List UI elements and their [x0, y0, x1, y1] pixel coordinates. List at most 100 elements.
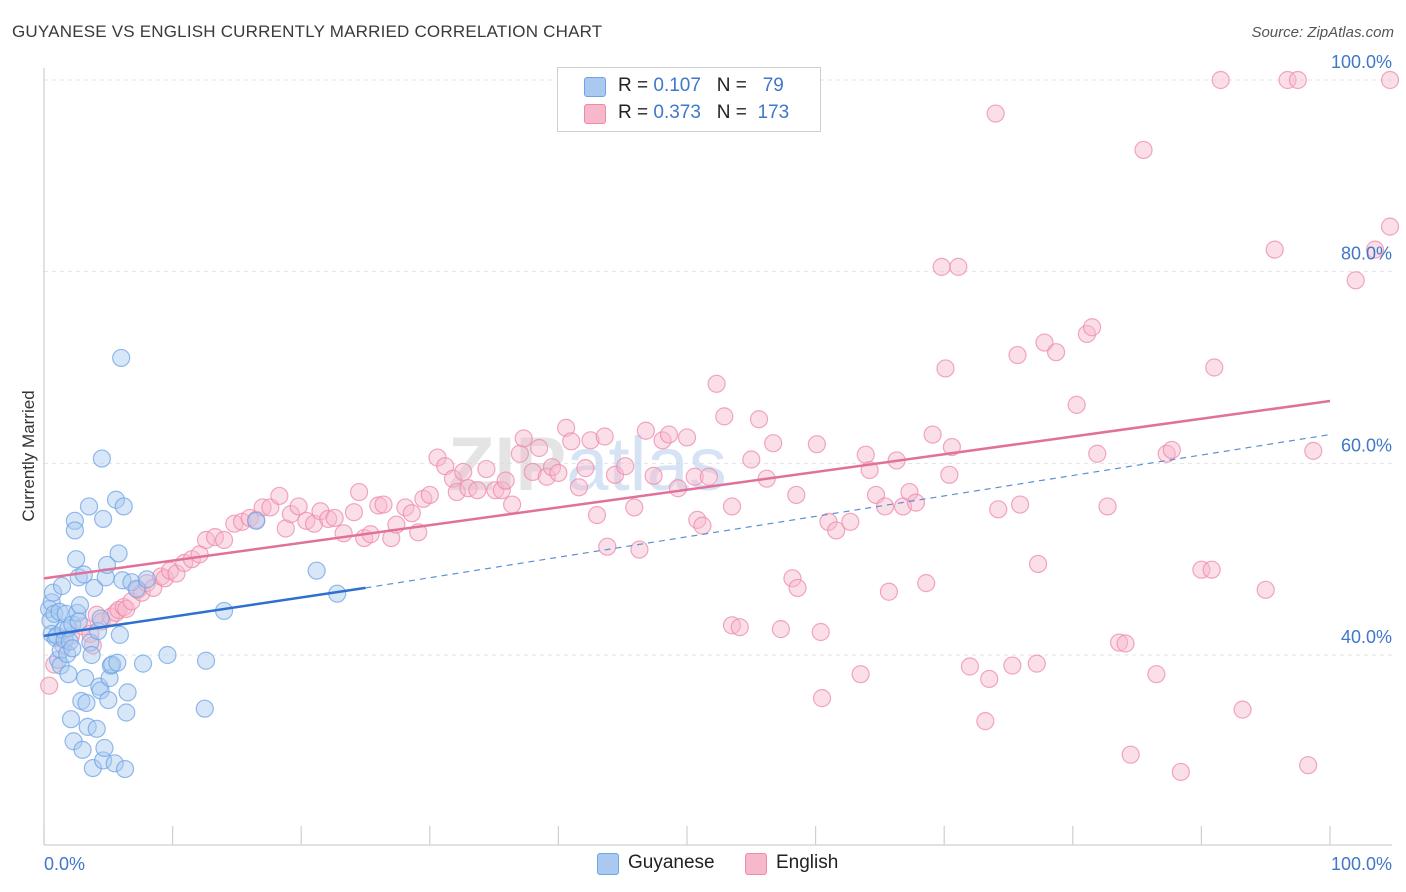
guyanese-point [113, 571, 132, 590]
guyanese-points [40, 348, 347, 779]
english-point [677, 428, 697, 447]
english-point [1202, 560, 1221, 579]
english-point [1256, 580, 1275, 599]
english-point [549, 463, 568, 483]
guyanese-point [91, 681, 110, 700]
english-point [344, 503, 364, 522]
guyanese-point [73, 740, 92, 759]
english-point [1046, 343, 1066, 362]
english-point [1067, 395, 1086, 414]
guyanese-point [133, 654, 153, 673]
guyanese-point [105, 754, 124, 773]
english-point [807, 435, 826, 454]
english-point [459, 479, 478, 498]
english-point [319, 509, 338, 529]
english-point [783, 569, 802, 588]
english-point [1380, 70, 1400, 90]
english-point [1365, 240, 1385, 259]
guyanese-point [59, 665, 78, 684]
english-point [569, 478, 589, 497]
guyanese-point [83, 758, 102, 778]
english-point [276, 519, 295, 538]
guyanese-point [43, 583, 63, 602]
english-point [788, 578, 807, 598]
english-point [595, 427, 614, 446]
english-point [1299, 756, 1318, 775]
english-point [369, 496, 388, 515]
english-point [1088, 444, 1107, 463]
english-point [443, 469, 463, 488]
guyanese-point [65, 521, 84, 540]
x-tick-label-min: 0.0% [44, 854, 85, 874]
guyanese-point [110, 625, 129, 644]
english-point [688, 510, 707, 529]
english-point [749, 410, 769, 429]
english-point [402, 504, 421, 523]
guyanese-point [85, 578, 104, 598]
english-point [581, 431, 600, 450]
guyanese-point [94, 509, 113, 529]
english-point [976, 712, 995, 731]
english-point [557, 418, 576, 437]
guyanese-point [109, 544, 128, 563]
english-point [587, 505, 607, 525]
legend-n-label: N = [716, 75, 747, 96]
english-point [989, 500, 1008, 519]
guyanese-trend-extension [365, 433, 1331, 589]
english-point [707, 374, 726, 393]
english-point [1380, 217, 1400, 236]
chart-title: GUYANESE VS ENGLISH CURRENTLY MARRIED CO… [12, 22, 603, 41]
y-tick-label: 80.0% [1341, 244, 1392, 264]
english-point [1171, 762, 1190, 782]
english-point [523, 462, 542, 482]
english-point [936, 359, 955, 378]
english-point [811, 622, 830, 642]
legend-n-label: N = [716, 102, 747, 123]
english-point [1003, 656, 1022, 675]
english-point [1098, 497, 1117, 516]
guyanese-point [117, 703, 136, 722]
english-point [764, 434, 783, 453]
english-point [923, 425, 942, 444]
english-point [510, 444, 529, 463]
english-point [940, 465, 959, 484]
english-point [109, 600, 128, 620]
legend-r-label: R = [618, 102, 649, 123]
english-point [454, 462, 473, 482]
english-point [598, 537, 617, 556]
guyanese-point [70, 596, 90, 615]
legend-label-guyanese: Guyanese [628, 852, 715, 873]
english-point [325, 508, 344, 528]
english-point [900, 482, 919, 502]
legend-swatch-english [745, 853, 767, 875]
english-point [1346, 271, 1365, 290]
guyanese-point [114, 497, 133, 516]
english-point [812, 689, 832, 708]
english-point [730, 618, 749, 637]
guyanese-point [79, 497, 99, 516]
english-point [659, 425, 679, 444]
english-point [40, 676, 59, 695]
english-point [1233, 700, 1252, 719]
guyanese-point [67, 550, 86, 569]
english-point [685, 467, 704, 486]
english-point [616, 457, 635, 476]
stats-legend: R = 0.107 N = 79 R = 0.373 N = 173 [557, 67, 821, 132]
english-point [841, 512, 860, 531]
english-point [1205, 358, 1224, 377]
guyanese-point [52, 576, 72, 596]
guyanese-point [158, 645, 177, 665]
guyanese-point [69, 612, 88, 631]
guyanese-trend-line [43, 586, 366, 638]
english-point [503, 495, 522, 514]
guyanese-point [65, 511, 84, 530]
y-axis-label: Currently Married [19, 390, 38, 521]
english-point [1304, 441, 1323, 460]
english-point [771, 620, 790, 639]
english-point [1116, 634, 1135, 653]
guyanese-point [99, 690, 118, 710]
english-point [1192, 560, 1211, 579]
english-point [1027, 654, 1046, 673]
english-point [374, 495, 393, 514]
